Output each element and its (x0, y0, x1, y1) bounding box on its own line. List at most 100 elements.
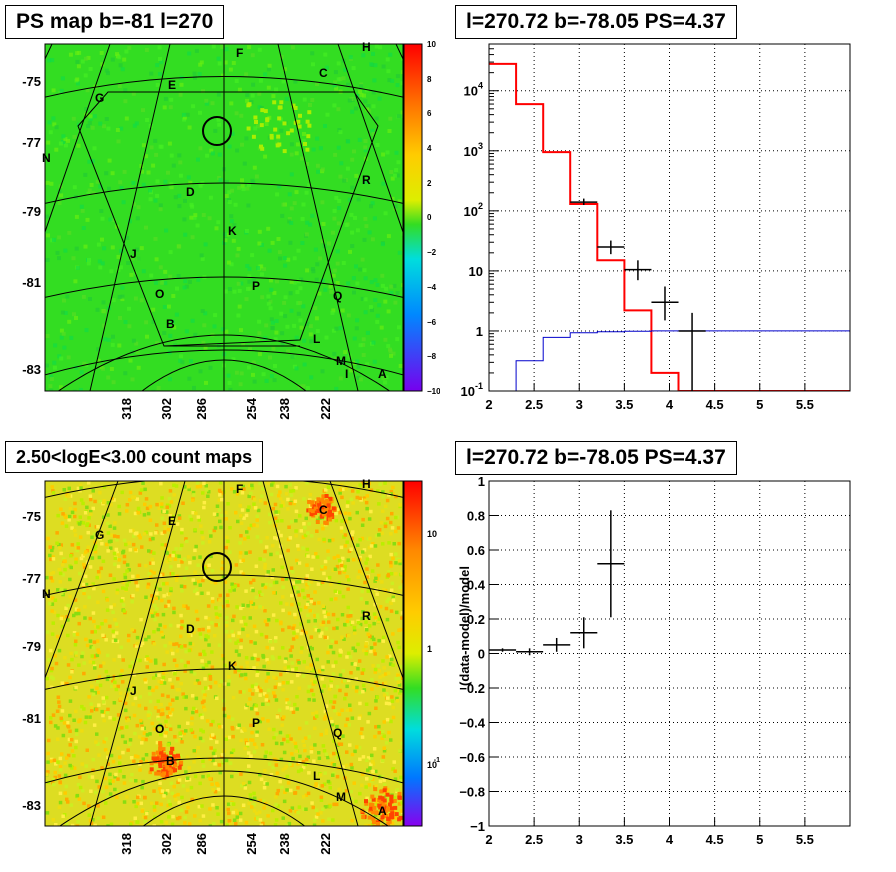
x-tick-label: 238 (277, 398, 292, 420)
ps-map-target-circle (202, 116, 232, 146)
count-map-colorbar-ticks: 10 1 10 -1 (427, 529, 440, 770)
source-label: R (362, 609, 371, 623)
x-tick-label: 2.5 (525, 832, 543, 847)
x-tick-label: 5.5 (796, 832, 814, 847)
y-tick-label: 1 (478, 474, 485, 489)
y-tick-label: -77 (22, 571, 41, 586)
colorbar-tick: −2 (427, 248, 437, 257)
colorbar-tick: 0 (427, 213, 432, 222)
count-map-title: 2.50<logE<3.00 count maps (5, 441, 264, 473)
x-tick-label: 2 (485, 832, 492, 847)
colorbar-tick: 4 (427, 144, 432, 153)
source-label: O (155, 722, 164, 736)
y-tick-label: -83 (22, 798, 41, 813)
ps-map-panel: F H C E G N R D K J O P Q B L M I A -75 … (22, 40, 440, 420)
colorbar-tick: 8 (427, 75, 432, 84)
ps-map-y-ticks: -75 -77 -79 -81 -83 (22, 74, 41, 377)
colorbar-tick: −10 (427, 387, 440, 396)
source-label: P (252, 716, 260, 730)
source-label: C (319, 66, 328, 80)
y-tick-label: 1 (476, 324, 483, 339)
y-tick-label: −0.6 (459, 750, 485, 765)
y-tick-label: 0.6 (467, 543, 485, 558)
x-tick-label: 4.5 (706, 397, 724, 412)
source-label: J (130, 684, 137, 698)
colorbar-tick: −4 (427, 283, 437, 292)
spectrum-ticks: 2 2.5 3 3.5 4 4.5 5 5.5 10-1 1 10 102 103 104 (461, 43, 814, 412)
source-label: G (95, 91, 104, 105)
x-tick-label: 286 (194, 833, 209, 855)
x-tick-label: 4 (666, 397, 674, 412)
background-step-line (489, 330, 850, 391)
x-tick-label: 2 (485, 397, 492, 412)
source-label: R (362, 173, 371, 187)
x-tick-label: 286 (194, 398, 209, 420)
x-tick-label: 2.5 (525, 397, 543, 412)
y-tick-label: -75 (22, 509, 41, 524)
count-map-x-ticks: 318 302 286 254 238 222 (119, 832, 333, 854)
y-tick-label: −1 (470, 819, 485, 834)
source-label: P (252, 279, 260, 293)
source-label: K (228, 224, 237, 238)
x-tick-label: 254 (244, 397, 259, 419)
count-map-y-ticks: -75 -77 -79 -81 -83 (22, 509, 41, 813)
residual-panel: 2 2.5 3 3.5 4 4.5 5 5.5 1 0.8 0.6 0.4 0.2 0 −0.2 −0.4 −0… (457, 474, 851, 847)
colorbar-tick: 2 (427, 179, 432, 188)
x-tick-label: 5 (756, 397, 763, 412)
y-tick-label: 0.2 (467, 612, 485, 627)
spectrum-panel: 2 2.5 3 3.5 4 4.5 5 5.5 10-1 1 10 102 103 104 (461, 43, 851, 412)
x-tick-label: 3.5 (615, 397, 633, 412)
x-tick-label: 5.5 (796, 397, 814, 412)
colorbar-tick: -1 (434, 757, 440, 764)
source-label: Q (333, 289, 342, 303)
x-tick-label: 5 (756, 832, 763, 847)
source-label: H (362, 477, 371, 491)
x-tick-label: 3.5 (615, 832, 633, 847)
source-label: I (345, 367, 348, 381)
y-tick-label: 0.8 (467, 509, 485, 524)
y-tick-label: -81 (22, 275, 41, 290)
source-label: B (166, 317, 175, 331)
y-tick-label: 103 (464, 141, 483, 159)
source-label: N (42, 587, 51, 601)
residual-marks (489, 510, 625, 656)
source-label: M (336, 790, 346, 804)
ps-map-source-labels: F H C E G N R D K J O P Q B L M I A (42, 40, 387, 381)
colorbar-tick: 10 (427, 529, 437, 539)
y-tick-label: 104 (464, 81, 483, 99)
ps-map-grid (45, 44, 403, 391)
source-label: G (95, 528, 104, 542)
colorbar-tick: −8 (427, 352, 437, 361)
x-tick-label: 4 (666, 832, 674, 847)
source-label: H (362, 40, 371, 54)
source-label: J (130, 247, 137, 261)
x-tick-label: 302 (159, 398, 174, 420)
count-map-source-labels: F H C E G N R D K J O P Q B L M A (42, 477, 387, 818)
y-tick-label: -77 (22, 135, 41, 150)
ps-map-x-ticks: 318 302 286 254 238 222 (119, 397, 333, 419)
x-tick-label: 318 (119, 833, 134, 855)
x-tick-label: 3 (576, 397, 583, 412)
y-tick-label: 10 (469, 264, 483, 279)
source-label: D (186, 185, 195, 199)
y-tick-label: 102 (464, 201, 483, 219)
colorbar-tick: 1 (427, 644, 432, 654)
y-tick-label: −0.8 (459, 785, 485, 800)
y-tick-label: 0 (478, 647, 485, 662)
x-tick-label: 4.5 (706, 832, 724, 847)
y-tick-label: -79 (22, 639, 41, 654)
spectrum-title: l=270.72 b=-78.05 PS=4.37 (455, 5, 737, 39)
spectrum-marks (489, 62, 850, 391)
count-map-target-circle (202, 552, 232, 582)
ps-map-colorbar-ticks: 10 8 6 4 2 0 −2 −4 −6 −8 −10 (427, 40, 440, 396)
count-map-colorbar (403, 480, 423, 827)
source-label: C (319, 503, 328, 517)
source-label: E (168, 514, 176, 528)
residual-title: l=270.72 b=-78.05 PS=4.37 (455, 441, 737, 475)
source-label: L (313, 332, 320, 346)
source-label: Q (333, 726, 342, 740)
ps-map-title: PS map b=-81 l=270 (5, 5, 225, 39)
y-tick-label: 10-1 (461, 381, 483, 399)
source-label: F (236, 46, 243, 60)
ps-map-colorbar (403, 43, 423, 392)
